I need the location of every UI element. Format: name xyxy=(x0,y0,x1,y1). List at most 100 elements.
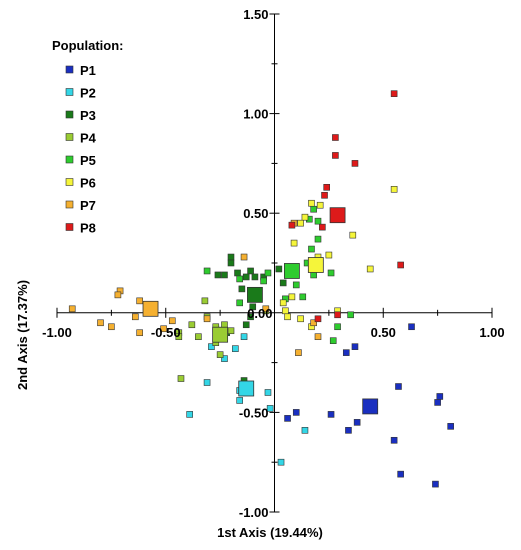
point-p7 xyxy=(160,325,167,333)
point-p8 xyxy=(390,90,398,97)
tick-labels: -1.00 -0.50 0.50 1.00 -1.00 -0.50 0.50 1.00 1.50… xyxy=(42,7,504,520)
point-p3 xyxy=(242,273,250,281)
centroid-p6 xyxy=(307,257,324,273)
point-p8 xyxy=(332,134,339,141)
point-p3 xyxy=(234,269,241,277)
point-p5 xyxy=(334,323,341,331)
centroid-p3 xyxy=(247,286,263,303)
point-p7 xyxy=(314,333,322,341)
legend-swatch-p5 xyxy=(65,155,74,164)
point-p4 xyxy=(188,321,196,329)
point-p8 xyxy=(332,152,339,159)
centroid-p4 xyxy=(212,326,229,343)
point-p5 xyxy=(299,293,307,301)
point-p5 xyxy=(327,269,335,277)
point-p5 xyxy=(260,277,267,285)
point-p7 xyxy=(295,349,302,356)
point-p1 xyxy=(408,323,415,331)
point-p1 xyxy=(434,399,441,406)
point-p7 xyxy=(136,297,143,305)
legend-label-p8: P8 xyxy=(80,221,96,236)
point-p1 xyxy=(390,436,398,444)
point-p3 xyxy=(227,253,235,261)
point-p4 xyxy=(175,333,183,341)
y-tick-label: 0.50 xyxy=(243,206,268,221)
point-p1 xyxy=(292,409,300,416)
point-p6 xyxy=(288,293,296,301)
legend-swatch-p7 xyxy=(65,200,74,209)
point-p5 xyxy=(292,281,300,289)
point-p3 xyxy=(279,279,287,287)
point-p4 xyxy=(177,375,185,382)
x-axis-title: 1st Axis (19.44%) xyxy=(217,525,323,540)
y-tick-label: -1.00 xyxy=(239,505,269,520)
x-tick-label: 0.50 xyxy=(371,325,396,340)
point-p5 xyxy=(236,299,243,307)
legend-swatch-p3 xyxy=(65,110,74,119)
point-p6 xyxy=(390,185,398,193)
point-p1 xyxy=(432,480,439,488)
point-p1 xyxy=(345,427,352,434)
legend-label-p4: P4 xyxy=(80,131,97,146)
point-p3 xyxy=(221,271,228,279)
legend-title: Population: xyxy=(52,38,124,53)
centroid-p8 xyxy=(329,207,346,224)
legend-label-p7: P7 xyxy=(80,198,96,213)
point-p1 xyxy=(353,419,361,426)
point-p6 xyxy=(282,307,289,315)
point-p8 xyxy=(351,160,359,167)
point-p2 xyxy=(264,389,272,396)
legend-label-p6: P6 xyxy=(80,176,96,191)
point-p1 xyxy=(397,470,404,478)
point-p3 xyxy=(214,271,222,279)
point-p8 xyxy=(323,184,331,191)
x-tick-label: -0.50 xyxy=(151,325,181,340)
point-p6 xyxy=(279,299,287,307)
point-p4 xyxy=(201,297,209,305)
point-p7 xyxy=(132,313,139,321)
point-p3 xyxy=(247,267,254,275)
point-p7 xyxy=(310,319,317,327)
point-p2 xyxy=(186,411,193,418)
point-p7 xyxy=(168,317,176,325)
point-p1 xyxy=(284,415,291,422)
point-p3 xyxy=(238,285,246,293)
origin-tick-label: 0.00 xyxy=(247,306,272,321)
legend-swatch-p4 xyxy=(65,133,74,141)
point-p7 xyxy=(68,305,76,313)
point-p8 xyxy=(319,223,326,231)
point-p2 xyxy=(232,345,239,352)
point-p6 xyxy=(297,315,304,323)
centroid-p5 xyxy=(283,263,300,279)
point-p5 xyxy=(314,235,322,243)
point-p6 xyxy=(308,199,315,207)
point-p3 xyxy=(247,313,254,321)
x-tick-label: 1.00 xyxy=(479,325,504,340)
point-p8 xyxy=(321,191,328,199)
point-p5 xyxy=(264,269,272,277)
point-p7 xyxy=(136,329,143,337)
point-p1 xyxy=(447,423,454,430)
point-p8 xyxy=(288,221,296,229)
point-p8 xyxy=(334,311,341,319)
point-p6 xyxy=(325,251,333,259)
point-p7 xyxy=(114,291,122,299)
point-p6 xyxy=(284,313,291,321)
point-p6 xyxy=(290,239,298,247)
point-p2 xyxy=(203,379,211,386)
point-p5 xyxy=(314,217,322,225)
legend-swatch-p2 xyxy=(65,88,74,96)
point-p2 xyxy=(301,427,309,434)
legend-swatch-p1 xyxy=(65,65,74,74)
point-p2 xyxy=(277,458,285,466)
point-p7 xyxy=(240,253,248,261)
point-p4 xyxy=(195,333,202,341)
point-p1 xyxy=(351,343,359,350)
point-p3 xyxy=(249,303,257,311)
legend-swatch-p6 xyxy=(65,178,74,186)
x-tick-label: -1.00 xyxy=(42,325,72,340)
legend-label-p3: P3 xyxy=(80,108,96,123)
y-tick-label: 1.50 xyxy=(243,7,268,22)
point-p3 xyxy=(242,321,250,329)
point-p1 xyxy=(342,349,350,356)
